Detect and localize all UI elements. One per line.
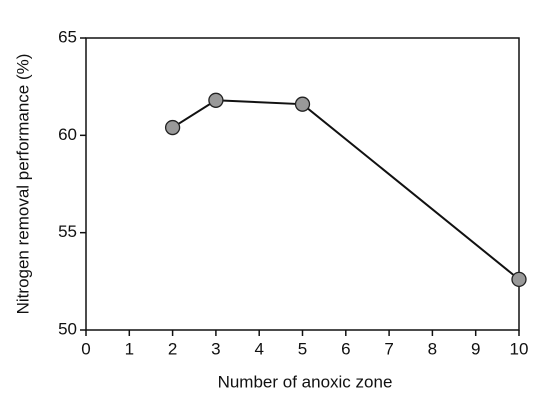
x-tick-label: 10 (510, 339, 529, 358)
x-tick-label: 7 (384, 339, 393, 358)
y-tick-label: 50 (58, 319, 77, 338)
data-point (294, 96, 311, 112)
x-axis-label: Number of anoxic zone (218, 372, 393, 391)
y-axis-label: Nitrogen removal performance (%) (13, 54, 32, 315)
x-tick-label: 5 (298, 339, 307, 358)
data-line (172, 99, 520, 281)
x-tick-label: 1 (125, 339, 134, 358)
x-tick-label: 8 (428, 339, 437, 358)
data-point (164, 119, 181, 136)
y-tick-label: 65 (58, 27, 77, 46)
x-tick-label: 9 (471, 339, 480, 358)
y-tick-label: 55 (58, 222, 77, 241)
x-tick-label: 0 (81, 339, 90, 358)
y-tick-label: 60 (58, 125, 77, 144)
data-point (511, 271, 527, 288)
x-tick-label: 6 (341, 339, 350, 358)
x-tick-label: 2 (168, 339, 177, 358)
plot-frame (85, 37, 520, 331)
x-tick-label: 3 (211, 339, 220, 358)
x-tick-label: 4 (254, 339, 263, 358)
data-point (208, 92, 224, 108)
